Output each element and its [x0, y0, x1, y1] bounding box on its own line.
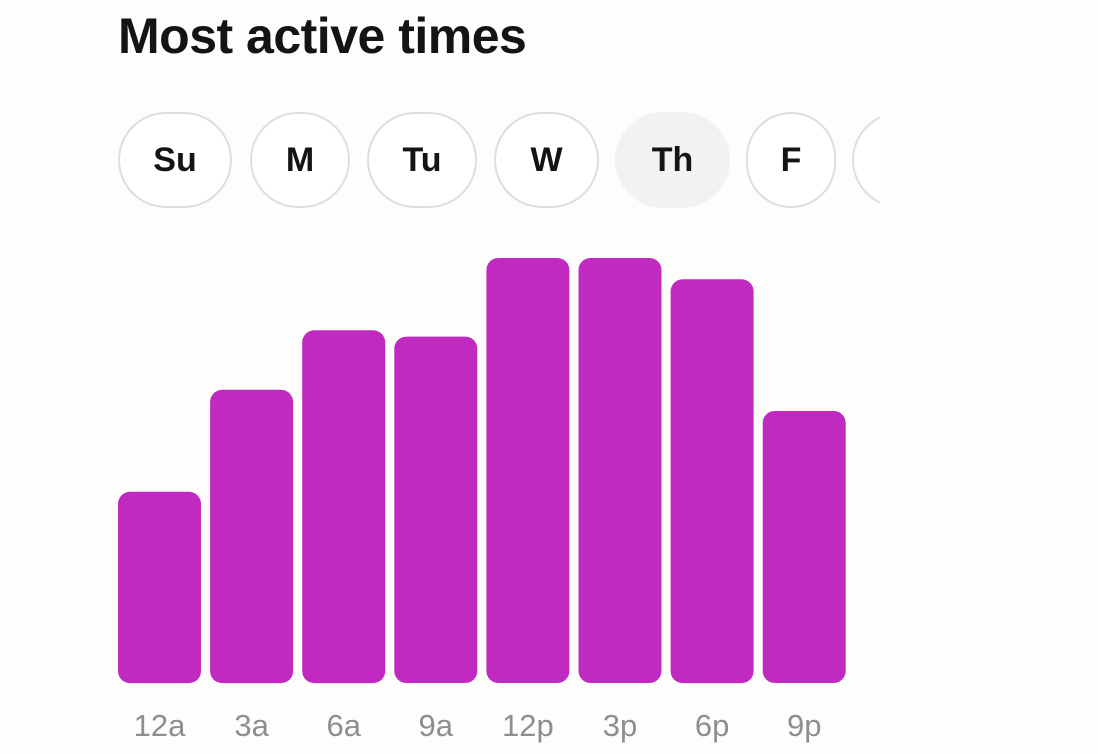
day-chip-m[interactable]: M [250, 112, 350, 208]
day-chip-f[interactable]: F [746, 112, 836, 208]
day-chip-su[interactable]: Su [118, 112, 232, 208]
x-tick-label: 6a [326, 708, 361, 743]
day-chip-tu[interactable]: Tu [367, 112, 477, 208]
x-tick-label: 9p [787, 708, 821, 743]
activity-bar-12p [486, 258, 570, 683]
x-tick-label: 3p [603, 708, 637, 743]
activity-bar-6a [302, 330, 386, 684]
activity-bar-9a [394, 336, 478, 683]
activity-bar-6p [670, 279, 754, 684]
x-tick-label: 6p [695, 708, 729, 743]
day-selector: Su M Tu W Th F [118, 112, 880, 210]
x-tick-label: 3a [234, 708, 269, 743]
activity-bar-3a [210, 389, 294, 684]
activity-bar-12a [118, 491, 201, 684]
day-chip-th[interactable]: Th [615, 112, 730, 208]
activity-bar-9p [762, 411, 846, 683]
x-tick-label: 12a [134, 708, 186, 743]
x-tick-label: 9a [419, 708, 454, 743]
activity-bar-3p [578, 258, 662, 683]
day-chip-w[interactable]: W [494, 112, 599, 208]
x-tick-label: 12p [502, 708, 554, 743]
page-title: Most active times [118, 8, 527, 64]
